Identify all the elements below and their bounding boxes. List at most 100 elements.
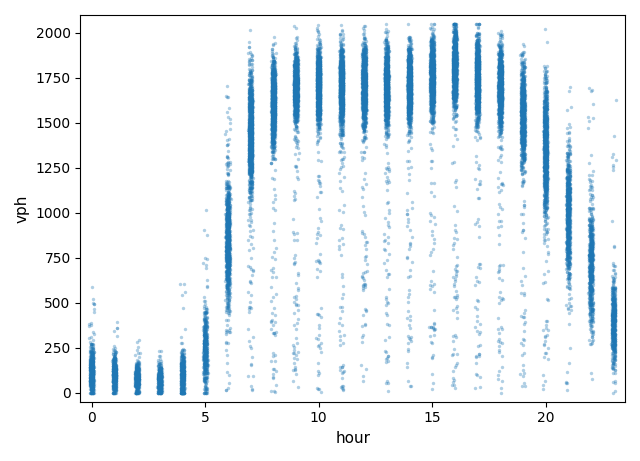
Point — [154, 372, 164, 379]
Point — [134, 389, 144, 396]
Point — [541, 171, 551, 178]
Point — [109, 361, 120, 368]
Point — [313, 83, 323, 90]
Point — [497, 63, 507, 70]
Point — [86, 360, 97, 367]
Point — [269, 109, 279, 117]
Point — [109, 380, 120, 388]
Point — [337, 385, 348, 393]
Point — [88, 372, 99, 379]
Point — [292, 102, 303, 109]
Point — [222, 229, 232, 236]
Point — [474, 39, 484, 47]
Point — [563, 242, 573, 250]
Point — [86, 364, 97, 371]
Point — [427, 74, 437, 81]
Point — [564, 195, 574, 202]
Point — [585, 305, 595, 312]
Point — [470, 61, 481, 68]
Point — [406, 101, 416, 108]
Point — [495, 83, 506, 91]
Point — [154, 377, 164, 384]
Point — [517, 136, 527, 143]
Point — [154, 369, 164, 376]
Point — [493, 74, 504, 81]
Point — [289, 61, 300, 68]
Point — [337, 87, 347, 95]
Point — [267, 93, 277, 100]
Point — [336, 68, 346, 75]
Point — [564, 186, 575, 194]
Point — [516, 103, 527, 111]
Point — [223, 245, 234, 253]
Point — [449, 70, 460, 77]
Point — [268, 124, 278, 131]
Point — [312, 90, 323, 97]
Point — [292, 95, 303, 102]
Point — [496, 77, 506, 85]
Point — [426, 101, 436, 109]
Point — [337, 71, 347, 78]
Point — [313, 64, 323, 71]
Point — [314, 81, 324, 88]
Point — [496, 96, 506, 104]
Point — [448, 114, 458, 122]
Point — [88, 374, 98, 381]
Point — [338, 86, 348, 94]
Point — [268, 127, 278, 135]
Point — [244, 84, 254, 91]
Point — [292, 89, 302, 96]
Point — [610, 342, 620, 349]
Point — [382, 46, 392, 53]
Point — [540, 127, 550, 134]
Point — [199, 377, 209, 384]
Point — [517, 98, 527, 106]
Point — [493, 184, 503, 191]
Point — [290, 61, 300, 68]
Point — [495, 114, 505, 121]
Point — [267, 106, 277, 113]
Point — [584, 242, 595, 249]
Point — [564, 215, 575, 223]
Point — [315, 100, 325, 108]
Point — [87, 369, 97, 376]
Point — [585, 292, 595, 299]
Point — [134, 373, 144, 381]
Point — [178, 378, 188, 386]
Point — [357, 90, 367, 97]
Point — [360, 77, 370, 85]
Point — [381, 72, 392, 79]
Point — [516, 104, 526, 111]
Y-axis label: vph: vph — [15, 194, 30, 223]
Point — [109, 359, 120, 366]
Point — [314, 74, 324, 81]
Point — [110, 372, 120, 380]
Point — [358, 83, 368, 90]
Point — [403, 94, 413, 101]
Point — [584, 229, 595, 236]
Point — [586, 318, 596, 325]
Point — [448, 123, 458, 130]
Point — [472, 76, 483, 83]
Point — [471, 102, 481, 110]
Point — [87, 360, 97, 367]
Point — [290, 113, 300, 121]
Point — [425, 63, 435, 71]
Point — [519, 93, 529, 100]
Point — [313, 82, 323, 89]
Point — [88, 363, 98, 370]
Point — [588, 275, 598, 283]
Point — [109, 370, 119, 378]
Point — [540, 123, 550, 130]
Point — [449, 83, 460, 90]
Point — [291, 100, 301, 108]
Point — [316, 43, 326, 51]
Point — [246, 136, 257, 143]
Point — [357, 105, 367, 112]
Point — [451, 80, 461, 88]
Point — [338, 361, 348, 368]
Point — [519, 122, 529, 129]
Point — [223, 162, 233, 170]
Point — [564, 217, 574, 225]
Point — [290, 67, 300, 74]
